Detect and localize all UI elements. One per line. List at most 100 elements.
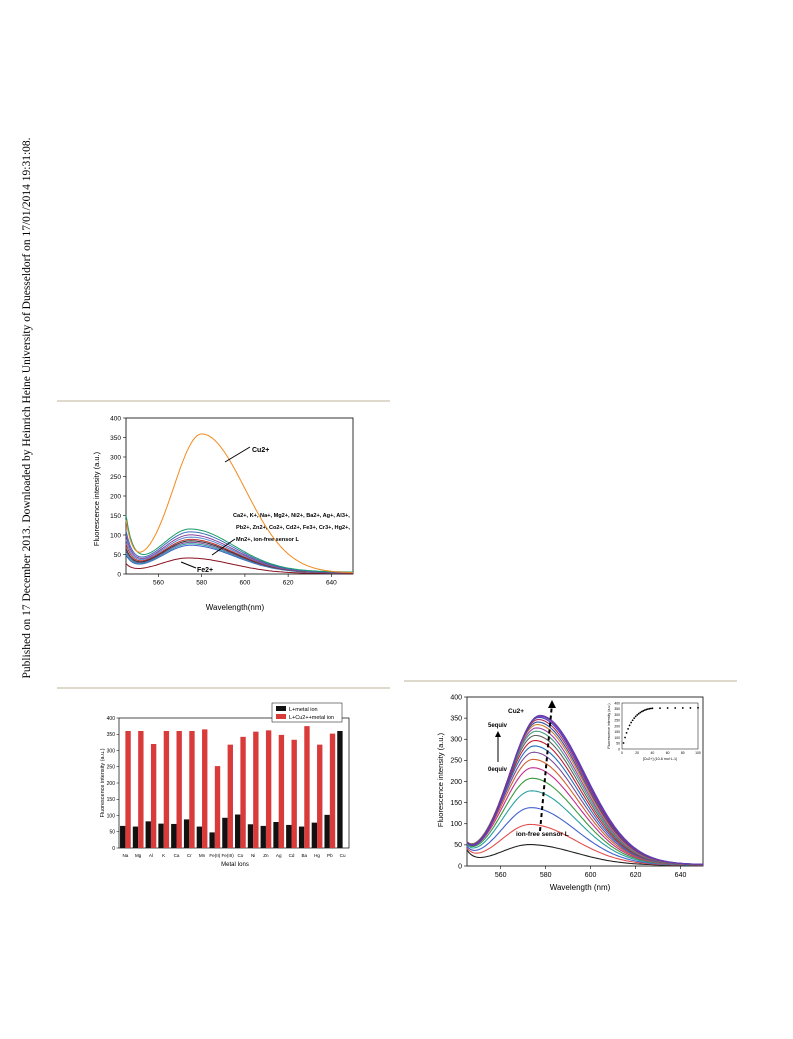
- inset-ytick-label: 0: [618, 747, 620, 751]
- inset-point: [631, 719, 634, 722]
- inset-xtick-label: 40: [651, 751, 655, 755]
- label-5equiv: 5equiv: [488, 723, 508, 729]
- bar-l-cu-metal: [227, 744, 233, 848]
- titration-line: [466, 714, 703, 865]
- arrow-up-head: [495, 731, 501, 737]
- label-ion-free: ion-free sensor L: [516, 831, 569, 838]
- bar-l-cu-metal: [240, 736, 246, 848]
- inset-point: [648, 707, 651, 710]
- c1-xlabel: Wavelength(nm): [206, 603, 265, 612]
- inset-point: [666, 707, 669, 709]
- inset-point: [639, 711, 642, 714]
- titration-line: [466, 807, 703, 866]
- bar-l-metal: [120, 825, 126, 848]
- inset-ylabel: Fluorescence intensity (a.u.): [607, 703, 611, 748]
- c3-ytick-label: 50: [454, 842, 462, 849]
- bar-l-metal: [235, 814, 241, 848]
- c2-category-label: Ba: [301, 853, 307, 858]
- c2-category-label: Cr: [187, 853, 192, 858]
- inset-xtick-label: 100: [695, 751, 701, 755]
- bar-l-metal: [196, 826, 203, 848]
- c2-category-label: Al: [149, 853, 153, 858]
- inset-xlabel: [Cu2+] (10-6 mol·L-1): [643, 757, 677, 761]
- c3-ytick-label: 100: [450, 821, 462, 828]
- bar-l-cu-metal: [150, 744, 157, 848]
- c3-xtick-label: 560: [495, 872, 507, 879]
- divider-top: [57, 400, 390, 402]
- inset-xtick-label: 60: [666, 751, 670, 755]
- c2-category-label: Mg: [135, 853, 142, 858]
- bar-l-cu-metal: [291, 739, 297, 848]
- inset-point: [659, 707, 661, 710]
- legend-label-l-metal: L+metal ion: [289, 707, 318, 713]
- inset-ytick-label: 200: [614, 724, 620, 728]
- c1-ytick-label: 300: [110, 454, 121, 461]
- arrow-group: [211, 538, 236, 556]
- c2-ytick-label: 0: [112, 846, 115, 852]
- inset-point: [681, 707, 684, 709]
- c3-xtick-label: 600: [585, 872, 597, 879]
- c2-ylabel: Fluorescence intensity (a.u.): [100, 748, 106, 817]
- arrow-dashed: [539, 703, 553, 832]
- inset-point: [625, 732, 628, 734]
- legend-label-l-cu-metal: L+Cu2++metal ion: [289, 715, 334, 721]
- c2-category-label: Cd: [289, 853, 295, 858]
- c2-ytick-label: 250: [107, 765, 116, 771]
- bar-l-cu-metal: [304, 726, 310, 848]
- inset-ytick-label: 350: [614, 707, 620, 711]
- c1-ytick-label: 200: [110, 493, 121, 500]
- bar-l-cu-metal: [202, 729, 208, 848]
- c3-ytick-label: 200: [450, 779, 462, 786]
- label-fe: Fe2+: [197, 567, 213, 574]
- inset-point: [640, 710, 643, 713]
- inset-point: [689, 707, 692, 709]
- c3-ytick-label: 350: [450, 715, 462, 722]
- c2-ytick-label: 150: [107, 797, 116, 803]
- bar-l-cu-metal: [253, 731, 259, 848]
- bar-l-metal: [273, 822, 279, 848]
- bar-l-cu-metal: [214, 766, 221, 848]
- c2-ytick-label: 200: [107, 781, 116, 787]
- inset-point: [642, 709, 645, 712]
- inset-point: [633, 717, 636, 720]
- c1-ytick-label: 150: [110, 513, 121, 520]
- bar-l-metal: [183, 819, 190, 848]
- bar-l-cu-metal: [176, 731, 182, 848]
- inset-point: [697, 706, 699, 709]
- bar-l-metal: [209, 832, 215, 848]
- legend-box: [271, 702, 343, 723]
- c2-category-label: Zn: [263, 853, 269, 858]
- inset-point: [674, 707, 677, 709]
- c3-xtick-label: 580: [540, 872, 552, 879]
- inset-xtick-label: 80: [681, 751, 685, 755]
- inset-ytick-label: 100: [614, 736, 620, 740]
- c3-ylabel: Fluorescence intensity (a.u.): [436, 732, 445, 827]
- label-group-line2: Pb2+, Zn2+, Co2+, Cd2+, Fe3+, Cr3+, Hg2+…: [236, 525, 350, 531]
- c2-ytick-label: 300: [107, 748, 116, 754]
- inset-xtick-label: 0: [621, 751, 623, 755]
- inset-point: [627, 727, 629, 730]
- bar-l-metal: [324, 814, 330, 848]
- inset-xtick-label: 20: [635, 751, 639, 755]
- c1-ytick-label: 0: [117, 571, 121, 578]
- c2-category-label: Fe(II): [209, 853, 220, 858]
- bar-l-metal: [247, 824, 254, 848]
- bar-l-metal: [286, 824, 292, 848]
- spectrum-line: [125, 557, 353, 575]
- inset-frame: [621, 702, 699, 750]
- c2-category-label: Fe(III): [221, 853, 234, 858]
- inset-point: [630, 721, 633, 724]
- inset-ytick-label: 50: [616, 742, 620, 746]
- bar-l-cu-metal: [163, 731, 170, 848]
- inset-ytick-label: 150: [614, 730, 620, 734]
- c2-category-label: K: [162, 853, 166, 858]
- bar-l-metal: [311, 822, 318, 848]
- inset-point: [636, 714, 639, 716]
- spectrum-line: [125, 433, 353, 574]
- arrow-cu: [224, 446, 251, 463]
- c2-category-label: Ag: [276, 853, 282, 858]
- c2-ytick-label: 50: [109, 830, 115, 836]
- inset-ytick-label: 400: [614, 701, 620, 705]
